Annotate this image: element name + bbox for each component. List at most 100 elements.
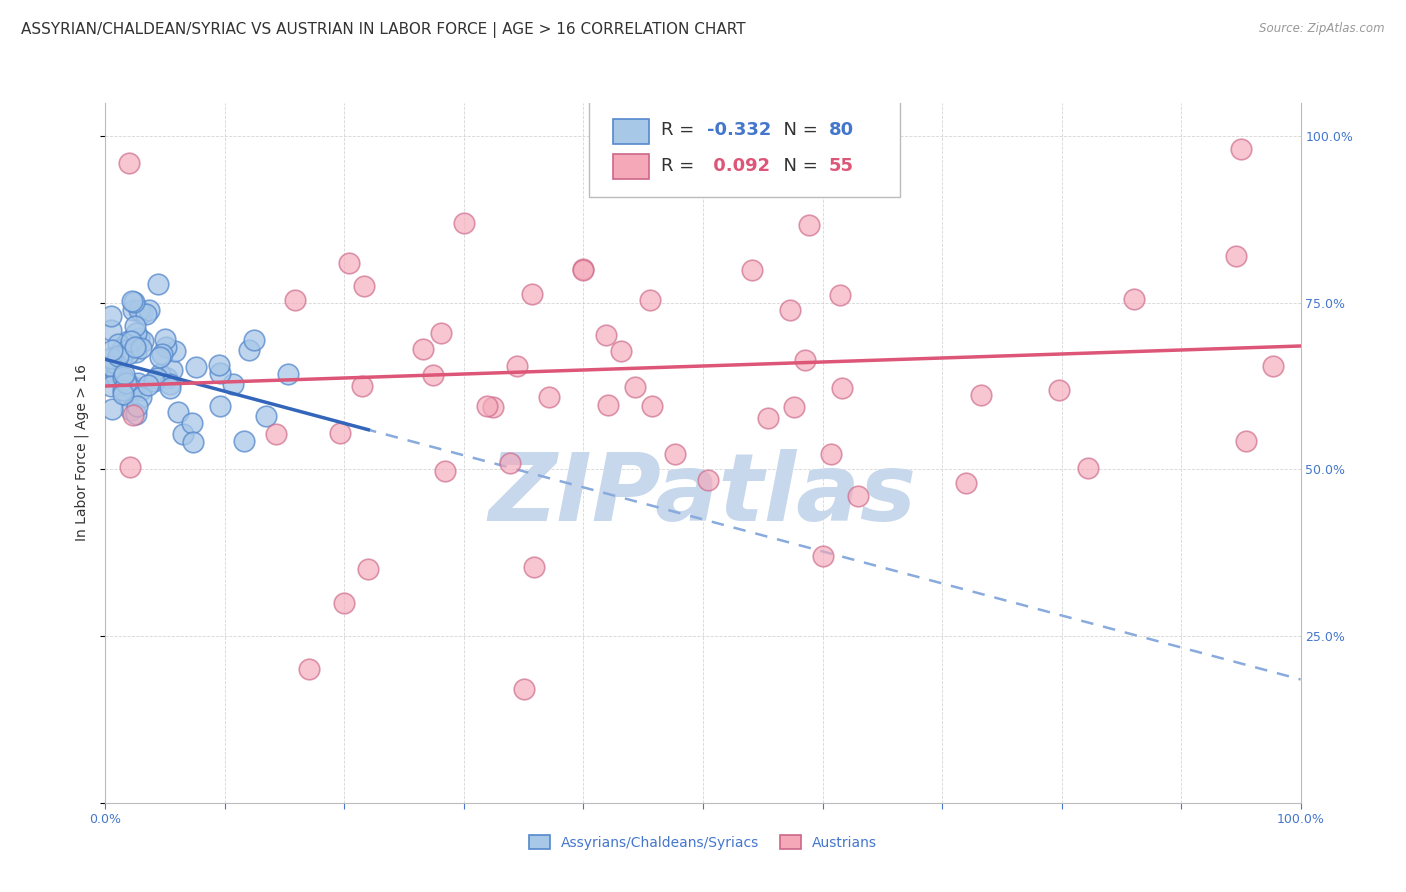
Point bbox=[124, 326, 146, 341]
Point bbox=[118, 155, 141, 169]
Point bbox=[120, 334, 142, 349]
Point bbox=[153, 332, 176, 346]
Point bbox=[333, 596, 356, 610]
Text: N =: N = bbox=[772, 121, 824, 139]
Point bbox=[105, 364, 128, 378]
Point bbox=[298, 662, 321, 676]
Point bbox=[284, 293, 307, 307]
Point bbox=[129, 390, 152, 404]
Point bbox=[115, 374, 138, 388]
Point bbox=[481, 401, 503, 415]
Point bbox=[537, 390, 560, 404]
Point bbox=[598, 398, 620, 412]
Point bbox=[125, 407, 148, 421]
Point bbox=[208, 359, 231, 373]
Point bbox=[145, 370, 167, 384]
Point bbox=[124, 340, 146, 354]
Point bbox=[1229, 142, 1251, 156]
Point bbox=[122, 409, 145, 423]
Point bbox=[120, 403, 142, 417]
Point bbox=[100, 323, 122, 337]
Point bbox=[107, 349, 129, 363]
Point bbox=[793, 353, 815, 368]
Point bbox=[233, 434, 256, 449]
Point bbox=[156, 371, 179, 385]
Point bbox=[572, 262, 595, 277]
Point bbox=[1123, 292, 1146, 306]
Point bbox=[741, 262, 763, 277]
Point bbox=[172, 427, 194, 442]
Legend: Assyrians/Chaldeans/Syriacs, Austrians: Assyrians/Chaldeans/Syriacs, Austrians bbox=[523, 830, 883, 855]
Point bbox=[184, 359, 207, 374]
Point bbox=[101, 401, 124, 416]
Point bbox=[114, 376, 136, 391]
Point bbox=[350, 378, 373, 392]
Point bbox=[132, 334, 155, 348]
Point bbox=[127, 376, 149, 390]
Point bbox=[152, 347, 174, 361]
Point bbox=[209, 399, 232, 413]
Point bbox=[117, 389, 139, 403]
Text: ZIPatlas: ZIPatlas bbox=[489, 449, 917, 541]
Point bbox=[243, 333, 266, 347]
Point bbox=[779, 303, 801, 318]
Point bbox=[127, 400, 149, 414]
Point bbox=[112, 383, 135, 397]
Point bbox=[422, 368, 444, 383]
Point bbox=[129, 341, 152, 355]
Point bbox=[121, 382, 143, 396]
Point bbox=[1234, 434, 1257, 449]
FancyBboxPatch shape bbox=[589, 101, 900, 197]
Point bbox=[148, 277, 170, 292]
Point bbox=[149, 368, 172, 382]
Bar bbox=[613, 119, 650, 144]
Point bbox=[100, 378, 122, 392]
Text: 80: 80 bbox=[828, 121, 853, 139]
Point bbox=[1261, 359, 1284, 374]
Text: R =: R = bbox=[661, 157, 700, 176]
Point bbox=[475, 399, 498, 413]
Point bbox=[181, 416, 204, 430]
Point bbox=[100, 351, 122, 366]
Point bbox=[522, 287, 544, 301]
Point bbox=[138, 378, 160, 392]
Point bbox=[111, 387, 134, 401]
Point bbox=[696, 473, 718, 487]
Point bbox=[1077, 460, 1099, 475]
Point bbox=[100, 367, 122, 381]
Point bbox=[149, 350, 172, 364]
Point bbox=[337, 256, 360, 270]
Text: Source: ZipAtlas.com: Source: ZipAtlas.com bbox=[1260, 22, 1385, 36]
Point bbox=[277, 367, 299, 381]
Point bbox=[831, 381, 853, 395]
Point bbox=[135, 307, 157, 321]
Point bbox=[107, 336, 129, 351]
Point bbox=[101, 359, 124, 373]
Point bbox=[159, 376, 181, 391]
Point bbox=[166, 405, 188, 419]
Point bbox=[238, 343, 260, 357]
Point bbox=[131, 306, 153, 320]
Point bbox=[1225, 249, 1247, 263]
Point bbox=[105, 369, 128, 384]
Point bbox=[112, 378, 135, 392]
Text: 55: 55 bbox=[828, 157, 853, 176]
Point bbox=[254, 409, 277, 423]
Point bbox=[830, 287, 852, 301]
Point bbox=[820, 447, 842, 461]
Point bbox=[183, 434, 205, 449]
Point bbox=[572, 262, 595, 277]
Point bbox=[624, 380, 647, 394]
Point bbox=[811, 549, 834, 563]
Point bbox=[128, 303, 150, 318]
Point bbox=[264, 427, 287, 442]
Point bbox=[955, 475, 977, 490]
Point bbox=[641, 399, 664, 413]
Point bbox=[142, 374, 165, 388]
Point bbox=[595, 327, 617, 342]
Point bbox=[664, 447, 686, 461]
Point bbox=[353, 278, 375, 293]
Point bbox=[1047, 384, 1070, 398]
Point bbox=[155, 340, 177, 354]
Point bbox=[412, 342, 434, 356]
